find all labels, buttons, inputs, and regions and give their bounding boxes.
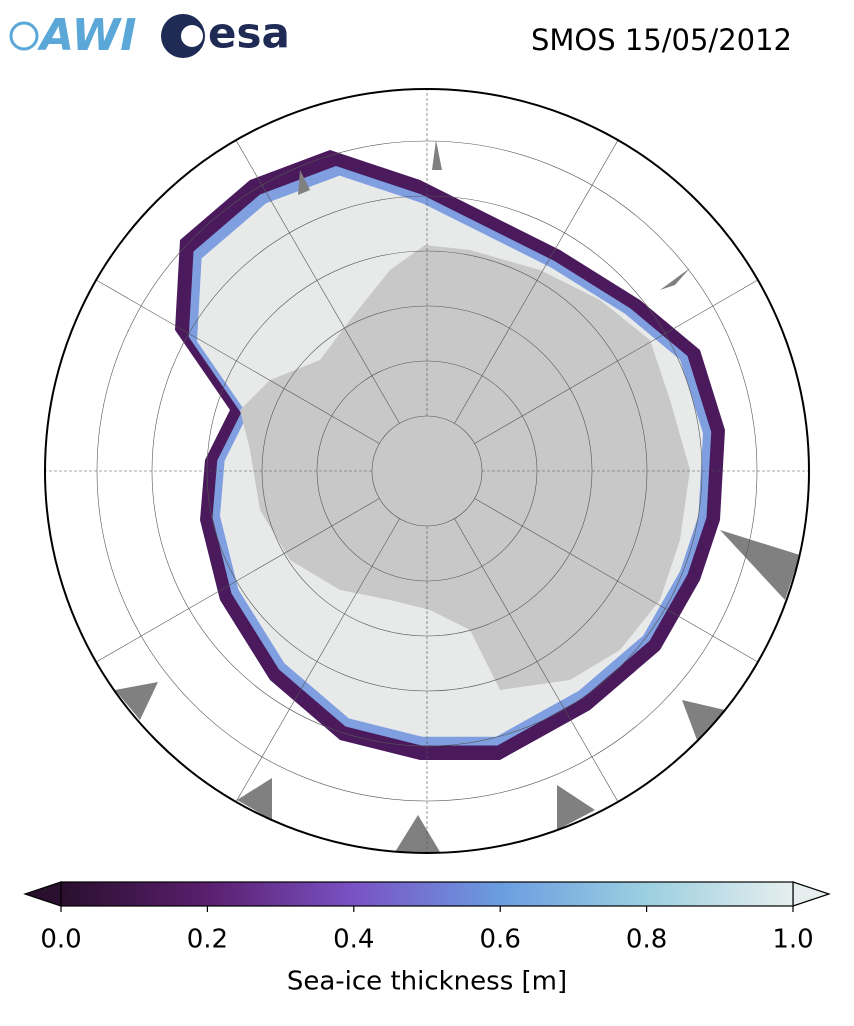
meridian [235,140,400,424]
map-frame [44,88,810,854]
colorbar-ramp [60,881,794,907]
meridian [96,498,380,663]
map-title: SMOS 15/05/2012 [531,23,792,57]
colorbar-label: Sea-ice thickness [m] [287,967,567,997]
tick-label: 0.8 [626,925,667,955]
meridian [454,518,619,802]
meridian [474,279,758,444]
extend-low [23,881,62,907]
esa-logo: esa [161,9,290,58]
colorbar: 0.0 0.2 0.4 0.6 0.8 1.0 [23,881,831,955]
meridian [235,518,400,802]
tick-label: 1.0 [772,925,813,955]
meridian [96,279,380,444]
tick-label: 0.0 [40,925,81,955]
tick-label: 0.2 [187,925,228,955]
awi-logo: AWI [9,10,137,61]
meridian [474,498,758,663]
logo-text: esa [208,9,290,58]
tick-label: 0.4 [333,925,374,955]
land [115,140,800,852]
extend-high [792,881,831,907]
meridian [454,140,619,424]
map [45,89,809,853]
graticule [45,89,809,853]
logo-text: AWI [37,10,137,61]
antarctica [240,245,690,690]
tick-label: 0.6 [480,925,521,955]
